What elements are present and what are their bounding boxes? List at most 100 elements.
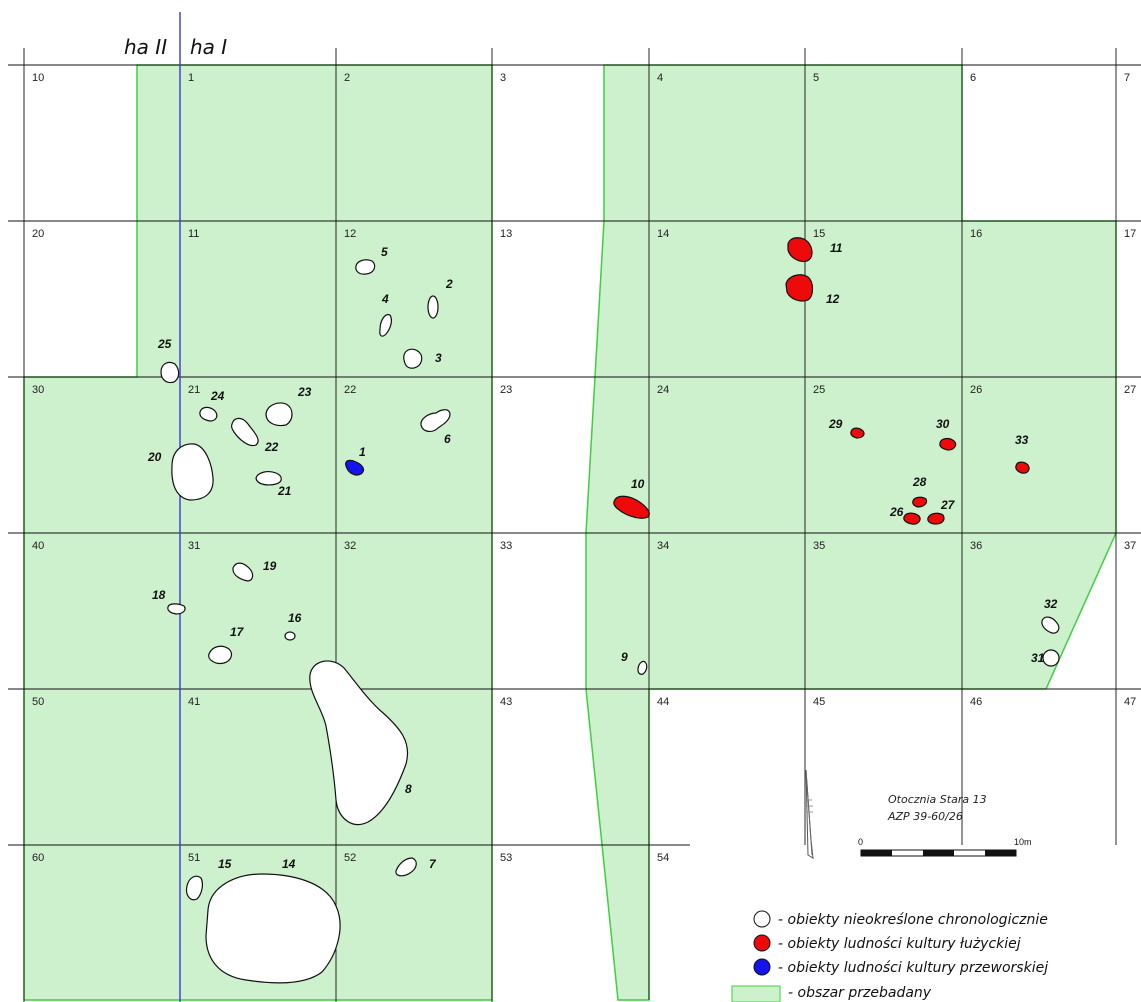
square-number: 50 [32, 696, 44, 708]
feature-7-undetermined [395, 857, 417, 877]
feature-label: 8 [405, 782, 412, 796]
feature-label: 28 [912, 475, 927, 489]
square-number: 27 [1124, 384, 1136, 396]
feature-label: 27 [940, 498, 956, 512]
feature-22-undetermined [231, 417, 259, 447]
feature-11-lusatian [787, 237, 813, 263]
square-number: 2 [344, 72, 350, 84]
feature-25-undetermined [160, 361, 180, 384]
feature-1-przeworsk [345, 459, 365, 476]
feature-4-undetermined [379, 314, 392, 337]
feature-label: 26 [889, 505, 904, 519]
square-number: 43 [500, 696, 512, 708]
feature-label: 2 [445, 277, 453, 291]
feature-27-lusatian [927, 512, 945, 525]
square-number: 10 [32, 72, 44, 84]
site-name: Otocznia Stara 13 [888, 793, 987, 806]
feature-label: 14 [282, 857, 296, 871]
feature-label: 5 [381, 245, 388, 259]
square-number: 60 [32, 852, 44, 864]
feature-label: 15 [218, 857, 232, 871]
hectare-label-left: ha II [124, 35, 167, 59]
feature-19-undetermined [232, 562, 254, 582]
feature-6-undetermined [420, 409, 451, 432]
feature-21-undetermined [255, 471, 282, 486]
square-number: 11 [188, 228, 199, 240]
feature-label: 23 [297, 385, 312, 399]
square-number: 41 [188, 696, 200, 708]
feature-9-undetermined [637, 660, 648, 675]
site-code: AZP 39-60/26 [887, 810, 963, 823]
square-number: 24 [657, 384, 669, 396]
legend-swatch-undetermined [753, 910, 771, 928]
feature-17-undetermined [208, 645, 233, 665]
feature-18-undetermined [167, 603, 186, 615]
feature-23-undetermined [265, 402, 293, 427]
surveyed-area-west [23, 64, 493, 1001]
features-layer [160, 237, 1060, 984]
square-number: 21 [188, 384, 200, 396]
square-number: 22 [344, 384, 356, 396]
legend-label-przeworsk: - obiekty ludności kultury przeworskiej [778, 960, 1048, 976]
feature-label: 25 [157, 337, 172, 351]
square-number: 35 [813, 540, 825, 552]
square-number: 5 [813, 72, 819, 84]
hectare-label-right: ha I [190, 35, 227, 59]
feature-label: 17 [230, 625, 245, 639]
feature-label: 9 [621, 650, 628, 664]
square-number: 26 [970, 384, 982, 396]
square-number: 33 [500, 540, 512, 552]
feature-label: 7 [429, 857, 437, 871]
feature-label: 10 [631, 477, 645, 491]
feature-label: 6 [444, 432, 451, 446]
feature-label: 18 [152, 588, 166, 602]
square-number: 12 [344, 228, 356, 240]
legend: - obiekty nieokreślone chronologicznie -… [731, 910, 1048, 1002]
feature-31-undetermined [1042, 649, 1060, 667]
square-number: 20 [32, 228, 44, 240]
square-number: 34 [657, 540, 669, 552]
square-number: 36 [970, 540, 982, 552]
feature-5-undetermined [355, 259, 376, 275]
square-number: 32 [344, 540, 356, 552]
square-number: 4 [657, 72, 663, 84]
feature-8-undetermined [309, 660, 409, 826]
square-number: 15 [813, 228, 825, 240]
square-number: 54 [657, 852, 669, 864]
square-number: 31 [188, 540, 200, 552]
grid-layer [8, 48, 1141, 1002]
legend-swatch-przeworsk [753, 958, 771, 976]
feature-15-undetermined [185, 875, 203, 901]
square-number: 23 [500, 384, 512, 396]
feature-30-lusatian [939, 437, 957, 451]
square-number: 46 [970, 696, 982, 708]
square-number: 13 [500, 228, 512, 240]
feature-label: 24 [210, 389, 225, 403]
square-number: 45 [813, 696, 825, 708]
square-number: 7 [1124, 72, 1130, 84]
feature-2-undetermined [427, 295, 439, 319]
scale-end-label: 10m [1014, 837, 1032, 847]
scale-start-label: 0 [858, 837, 863, 847]
square-number: 6 [970, 72, 976, 84]
square-number: 53 [500, 852, 512, 864]
feature-20-undetermined [171, 443, 214, 501]
square-number: 52 [344, 852, 356, 864]
feature-26-lusatian [903, 512, 921, 525]
feature-label: 4 [381, 292, 389, 306]
square-number: 37 [1124, 540, 1136, 552]
feature-label: 19 [263, 559, 277, 573]
legend-swatch-lusatian [753, 934, 771, 952]
feature-10-lusatian [613, 495, 650, 519]
square-number: 25 [813, 384, 825, 396]
feature-14-undetermined [205, 873, 341, 984]
feature-label: 32 [1044, 597, 1058, 611]
square-number: 16 [970, 228, 982, 240]
square-number: 14 [657, 228, 669, 240]
feature-label: 16 [288, 611, 302, 625]
feature-28-lusatian [912, 496, 928, 508]
feature-label: 22 [264, 440, 279, 454]
square-number: 47 [1124, 696, 1136, 708]
